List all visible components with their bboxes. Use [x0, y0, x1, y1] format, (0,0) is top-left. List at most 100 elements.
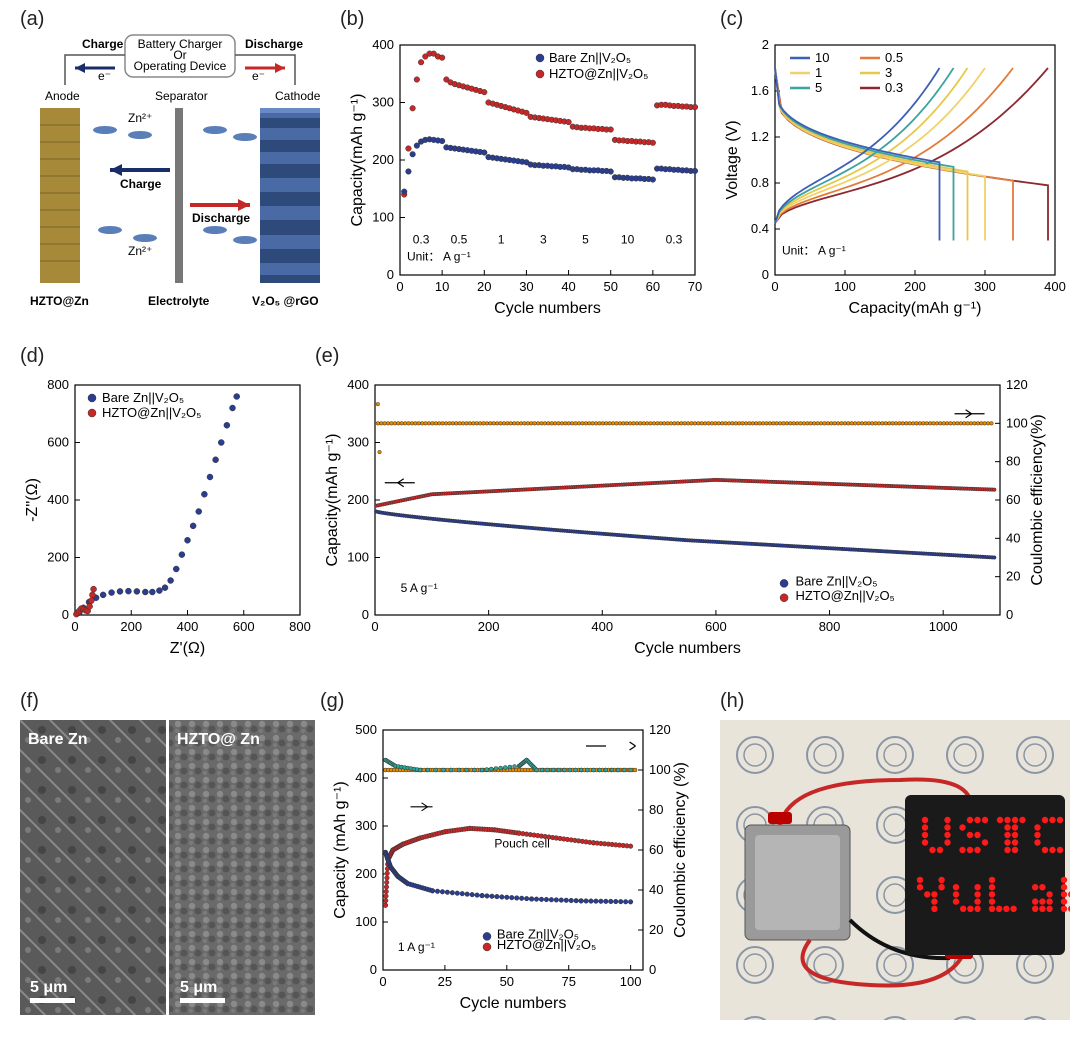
- svg-text:0: 0: [362, 607, 369, 622]
- svg-text:100: 100: [649, 762, 671, 777]
- svg-text:120: 120: [1006, 377, 1028, 392]
- svg-text:0.3: 0.3: [885, 80, 903, 95]
- svg-text:400: 400: [347, 377, 369, 392]
- svg-text:Bare Zn||V₂O₅: Bare Zn||V₂O₅: [795, 574, 877, 589]
- svg-text:300: 300: [347, 435, 369, 450]
- svg-text:20: 20: [477, 279, 491, 294]
- svg-text:75: 75: [561, 974, 575, 989]
- svg-text:HZTO@Zn||V₂O₅: HZTO@Zn||V₂O₅: [795, 588, 894, 603]
- svg-text:600: 600: [47, 435, 69, 450]
- svg-text:200: 200: [120, 619, 142, 634]
- panelA-bm: Electrolyte: [148, 294, 210, 308]
- svg-text:800: 800: [819, 619, 841, 634]
- panel-a-schematic: Battery Charger Or Operating Device Char…: [20, 30, 330, 330]
- svg-text:5: 5: [582, 232, 589, 246]
- svg-text:400: 400: [1044, 279, 1066, 294]
- svg-text:200: 200: [47, 550, 69, 565]
- svg-text:100: 100: [620, 974, 642, 989]
- label-d: (d): [20, 345, 44, 368]
- svg-text:1.6: 1.6: [751, 83, 769, 98]
- svg-text:Operating Device: Operating Device: [134, 59, 227, 73]
- svg-text:2: 2: [762, 37, 769, 52]
- svg-text:Cycle numbers: Cycle numbers: [494, 300, 601, 317]
- svg-text:40: 40: [1006, 530, 1020, 545]
- svg-text:0.5: 0.5: [885, 50, 903, 65]
- panel-c-chart: 010020030040000.40.81.21.62Capacity(mAh …: [720, 30, 1070, 330]
- svg-text:0: 0: [379, 974, 386, 989]
- svg-text:0.3: 0.3: [413, 232, 430, 246]
- svg-text:200: 200: [355, 866, 377, 881]
- svg-text:0: 0: [62, 607, 69, 622]
- svg-text:300: 300: [372, 95, 394, 110]
- svg-text:200: 200: [478, 619, 500, 634]
- svg-text:80: 80: [1006, 454, 1020, 469]
- svg-text:80: 80: [649, 802, 663, 817]
- svg-text:100: 100: [1006, 415, 1028, 430]
- svg-text:Cycle numbers: Cycle numbers: [460, 995, 567, 1012]
- svg-text:400: 400: [372, 37, 394, 52]
- svg-text:1.2: 1.2: [751, 129, 769, 144]
- panel-h-photo: [720, 720, 1070, 1020]
- svg-text:0: 0: [1006, 607, 1013, 622]
- svg-text:1: 1: [498, 232, 505, 246]
- svg-text:800: 800: [47, 377, 69, 392]
- svg-text:Capacity(mAh g⁻¹): Capacity(mAh g⁻¹): [324, 434, 341, 567]
- svg-text:5 A g⁻¹: 5 A g⁻¹: [401, 581, 438, 595]
- svg-text:5: 5: [815, 80, 822, 95]
- svg-text:100: 100: [355, 914, 377, 929]
- svg-text:10: 10: [815, 50, 829, 65]
- panel-f-sem: Bare Zn HZTO@ Zn 5 μm 5 μm: [20, 720, 315, 1020]
- svg-text:1000: 1000: [929, 619, 958, 634]
- svg-text:0.8: 0.8: [751, 175, 769, 190]
- charge-mid: Charge: [120, 177, 162, 191]
- svg-text:0: 0: [762, 267, 769, 282]
- svg-text:Z'(Ω): Z'(Ω): [170, 640, 205, 657]
- svg-text:Unit： A g⁻¹: Unit： A g⁻¹: [407, 250, 471, 264]
- svg-text:400: 400: [177, 619, 199, 634]
- separator-label: Separator: [155, 89, 208, 103]
- svg-text:Bare Zn||V₂O₅: Bare Zn||V₂O₅: [549, 50, 631, 65]
- separator-icon: [175, 108, 183, 283]
- svg-text:25: 25: [438, 974, 452, 989]
- charge-text: Charge: [82, 37, 124, 51]
- sem-left-label: Bare Zn: [28, 731, 88, 748]
- panel-d-chart: 02004006008000200400600800Z'(Ω)-Z''(Ω)Ba…: [20, 370, 315, 670]
- svg-text:0.5: 0.5: [451, 232, 468, 246]
- label-c: (c): [720, 8, 743, 31]
- anode-icon: [40, 108, 80, 283]
- svg-text:200: 200: [904, 279, 926, 294]
- svg-text:50: 50: [603, 279, 617, 294]
- svg-text:0.3: 0.3: [666, 232, 683, 246]
- panelA-br: V₂O₅ @rGO: [252, 294, 319, 308]
- cathode-icon: [260, 108, 320, 283]
- scale-right: 5 μm: [180, 979, 217, 996]
- zn-label-bot: Zn²⁺: [128, 244, 152, 258]
- svg-text:400: 400: [355, 770, 377, 785]
- svg-text:200: 200: [372, 152, 394, 167]
- svg-text:Voltage (V): Voltage (V): [724, 120, 741, 199]
- svg-text:Unit： A g⁻¹: Unit： A g⁻¹: [782, 243, 846, 257]
- svg-text:120: 120: [649, 722, 671, 737]
- svg-text:Capacity (mAh g⁻¹): Capacity (mAh g⁻¹): [332, 781, 349, 918]
- svg-text:HZTO@Zn||V₂O₅: HZTO@Zn||V₂O₅: [497, 937, 596, 952]
- svg-text:40: 40: [561, 279, 575, 294]
- svg-text:40: 40: [649, 882, 663, 897]
- svg-text:HZTO@Zn||V₂O₅: HZTO@Zn||V₂O₅: [549, 66, 648, 81]
- svg-text:0: 0: [71, 619, 78, 634]
- svg-text:30: 30: [519, 279, 533, 294]
- svg-text:100: 100: [372, 210, 394, 225]
- svg-text:3: 3: [885, 65, 892, 80]
- svg-text:10: 10: [435, 279, 449, 294]
- svg-text:200: 200: [347, 492, 369, 507]
- discharge-mid: Discharge: [192, 211, 250, 225]
- svg-text:0: 0: [371, 619, 378, 634]
- svg-text:20: 20: [1006, 569, 1020, 584]
- svg-text:Capacity(mAh g⁻¹): Capacity(mAh g⁻¹): [349, 94, 366, 227]
- svg-text:60: 60: [646, 279, 660, 294]
- svg-text:0: 0: [649, 962, 656, 977]
- panel-b-chart: 0102030405060700100200300400Cycle number…: [345, 30, 710, 330]
- svg-text:60: 60: [649, 842, 663, 857]
- label-a: (a): [20, 8, 44, 31]
- figure-container: { "labels": {"a":"(a)","b":"(b)","c":"(c…: [0, 0, 1080, 1043]
- anode-label: Anode: [45, 89, 80, 103]
